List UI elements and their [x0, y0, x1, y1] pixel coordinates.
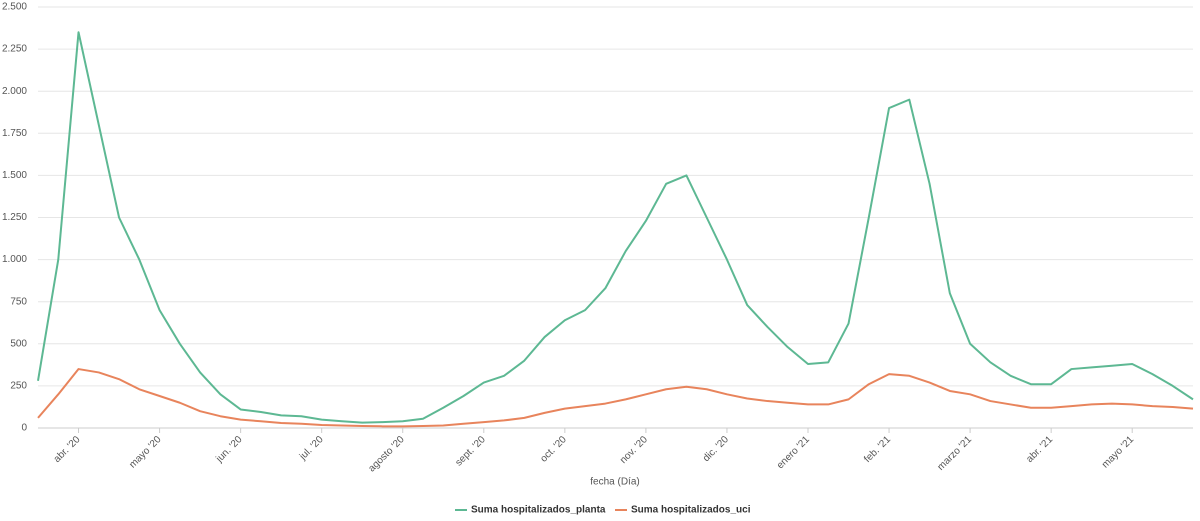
series-line: [37, 31, 1194, 424]
legend-label: Suma hospitalizados_planta: [471, 505, 606, 516]
x-tick-label: sept. '20: [453, 434, 488, 469]
x-tick-label: abr. '21: [1024, 434, 1055, 465]
y-tick-label: 2.000: [2, 86, 27, 97]
x-tick-label: oct. '20: [538, 434, 569, 465]
x-tick-label: agosto '20: [367, 434, 407, 474]
x-tick-label: jun. '20: [214, 434, 245, 465]
series-line: [37, 368, 1194, 428]
y-tick-label: 1.750: [2, 128, 27, 139]
x-axis-title: fecha (Día): [590, 477, 639, 488]
x-tick-label: dic. '20: [701, 434, 731, 464]
legend-label: Suma hospitalizados_uci: [631, 505, 751, 516]
x-tick-label: mayo '21: [1100, 434, 1137, 471]
y-tick-label: 250: [10, 381, 27, 392]
y-tick-label: 500: [10, 338, 27, 349]
y-tick-label: 1.500: [2, 170, 27, 181]
y-tick-label: 0: [21, 423, 27, 434]
x-tick-label: nov. '20: [618, 434, 650, 466]
y-tick-label: 2.500: [2, 2, 27, 13]
x-tick-label: abr. '20: [52, 434, 83, 465]
y-tick-label: 1.000: [2, 254, 27, 265]
x-tick-label: mayo '20: [127, 434, 164, 471]
x-tick-label: enero '21: [775, 434, 812, 471]
y-tick-label: 750: [10, 296, 27, 307]
x-tick-label: feb. '21: [862, 434, 893, 465]
x-tick-label: jul. '20: [297, 434, 326, 463]
y-tick-label: 1.250: [2, 212, 27, 223]
y-tick-label: 2.250: [2, 44, 27, 55]
x-tick-label: marzo '21: [935, 434, 974, 473]
